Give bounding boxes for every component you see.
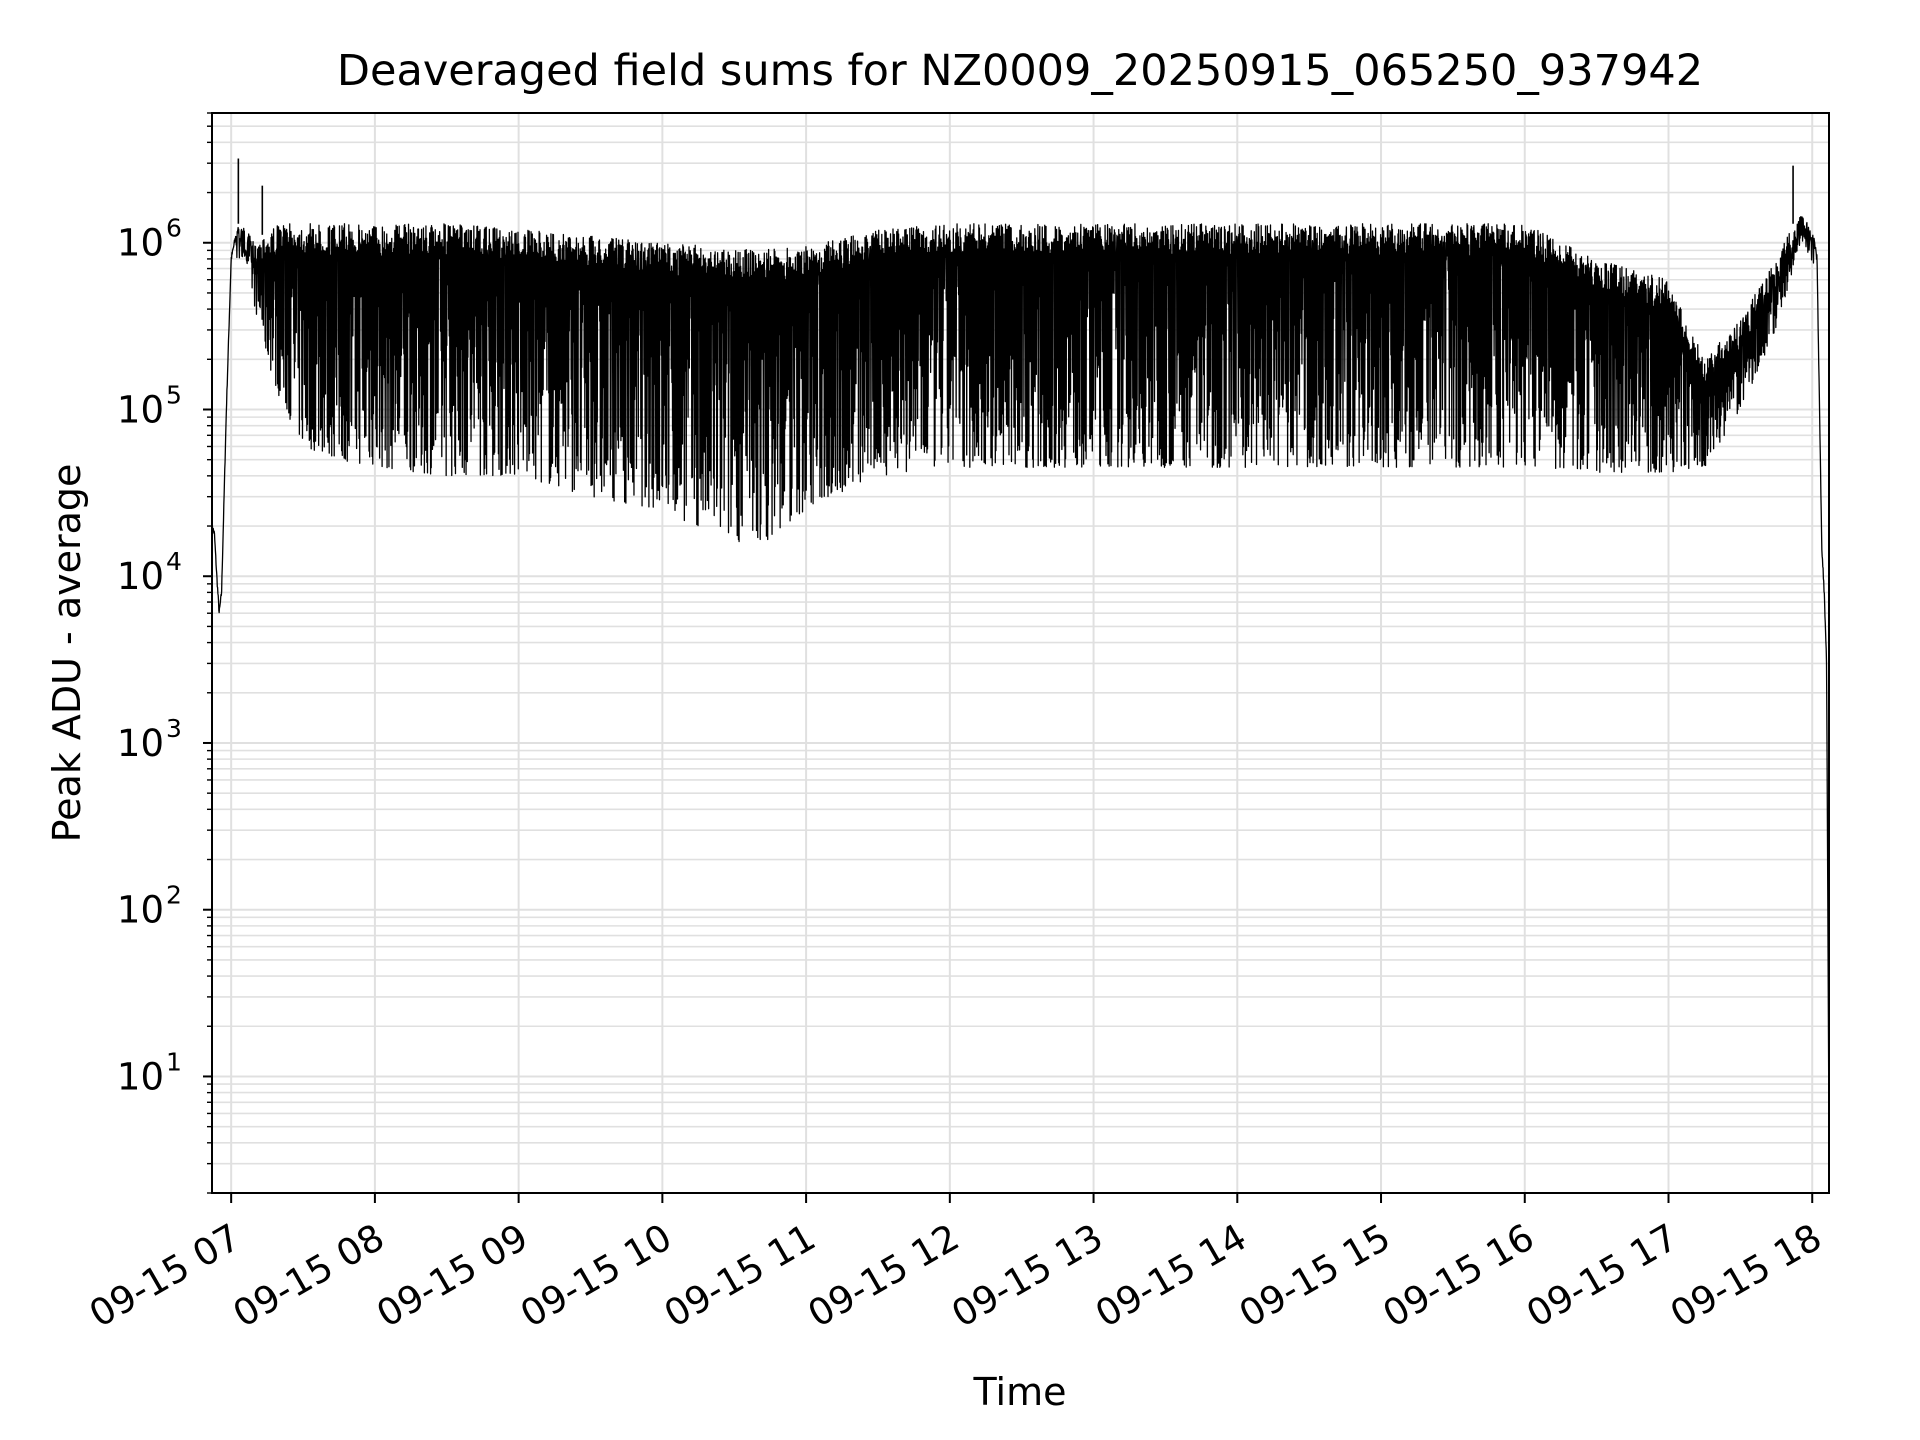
y-tick-exponent: 3 bbox=[166, 714, 182, 743]
y-tick-exponent: 5 bbox=[166, 380, 182, 409]
y-tick-label: 10 bbox=[117, 388, 164, 431]
y-tick-exponent: 1 bbox=[166, 1047, 182, 1076]
chart-title: Deaveraged field sums for NZ0009_2025091… bbox=[337, 46, 1703, 96]
x-tick-label: 09-15 10 bbox=[513, 1216, 679, 1336]
y-tick-label: 10 bbox=[117, 722, 164, 765]
y-tick-label: 10 bbox=[117, 1055, 164, 1098]
y-tick-exponent: 4 bbox=[166, 547, 182, 576]
x-tick-label: 09-15 15 bbox=[1232, 1216, 1398, 1336]
y-tick-label: 10 bbox=[117, 889, 164, 932]
y-axis-label: Peak ADU - average bbox=[45, 464, 89, 843]
x-tick-label: 09-15 16 bbox=[1376, 1216, 1542, 1336]
x-tick-label: 09-15 08 bbox=[226, 1216, 392, 1336]
x-axis-label: Time bbox=[973, 1370, 1067, 1414]
y-tick-exponent: 6 bbox=[166, 214, 182, 243]
series-layer bbox=[211, 158, 1830, 1143]
y-tick-label: 10 bbox=[117, 555, 164, 598]
x-tick-label: 09-15 11 bbox=[657, 1216, 823, 1336]
plot-frame bbox=[211, 112, 1830, 1194]
x-tick-label: 09-15 17 bbox=[1519, 1216, 1685, 1336]
y-tick-exponent: 2 bbox=[166, 881, 182, 910]
x-tick-label: 09-15 13 bbox=[944, 1216, 1110, 1336]
x-tick-label: 09-15 12 bbox=[801, 1216, 967, 1336]
series-line bbox=[211, 216, 1830, 1143]
x-tick-label: 09-15 07 bbox=[82, 1216, 248, 1336]
y-tick-label: 10 bbox=[117, 222, 164, 265]
x-tick-label: 09-15 18 bbox=[1663, 1216, 1829, 1336]
x-tick-label: 09-15 09 bbox=[370, 1216, 536, 1336]
x-tick-label: 09-15 14 bbox=[1088, 1216, 1254, 1336]
